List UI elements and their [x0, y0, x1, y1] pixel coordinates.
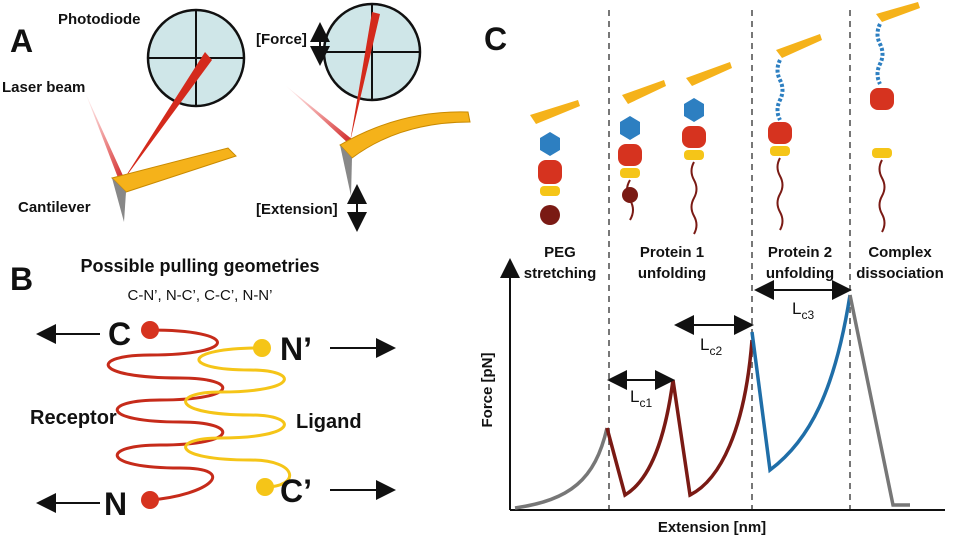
molecule	[768, 34, 822, 231]
reflected-beam	[350, 12, 380, 142]
y-axis-label: Force [pN]	[479, 352, 496, 427]
stage-labels: PEG stretching Protein 1 unfolding Protein 2…	[524, 244, 944, 282]
panel-letter: A	[10, 23, 33, 59]
stage-label: stretching	[524, 265, 597, 282]
contour-length: Lc2	[700, 335, 722, 358]
stage-label: dissociation	[856, 265, 944, 282]
stage-label: unfolding	[766, 265, 834, 282]
label: Laser beam	[2, 79, 85, 96]
symbol: L	[792, 299, 801, 318]
label: Photodiode	[58, 11, 141, 28]
subscript: c1	[639, 396, 652, 410]
symbol: L	[630, 387, 639, 406]
subscript: c3	[801, 308, 814, 322]
stage-label: PEG	[544, 244, 576, 261]
laser-beam	[85, 92, 125, 183]
curve	[848, 294, 910, 507]
reflected-beam	[122, 52, 212, 182]
stage-label: Complex	[868, 244, 932, 261]
curve	[514, 427, 609, 510]
curve	[750, 294, 852, 474]
terminus	[256, 478, 274, 496]
terminus	[141, 321, 159, 339]
terminus-label: N	[104, 486, 127, 522]
label: Cantilever	[18, 199, 91, 216]
cantilever	[339, 111, 471, 159]
terminus	[141, 491, 159, 509]
panel-a: A Photodiode Laser beam Cantilever [Forc…	[2, 2, 471, 232]
panel-b: B Possible pulling geometries C-N’, N-C’…	[10, 256, 396, 522]
stage-label: Protein 2	[768, 244, 832, 261]
tip	[112, 178, 126, 222]
receptor-label: Receptor	[30, 407, 117, 429]
terminus-label: C	[108, 316, 131, 352]
contour-length: Lc3	[792, 299, 814, 322]
molecule	[618, 62, 732, 235]
tip	[340, 145, 352, 196]
symbol: L	[700, 335, 709, 354]
molecule	[870, 2, 920, 233]
panel-letter: C	[484, 21, 507, 57]
molecule	[530, 100, 580, 225]
label: [Force]	[256, 31, 307, 48]
geometries: C-N’, N-C’, C-C’, N-N’	[128, 287, 273, 304]
subscript: c2	[709, 344, 722, 358]
x-axis-label: Extension [nm]	[658, 519, 766, 536]
receptor-chain	[106, 328, 225, 502]
terminus-label: N’	[280, 331, 312, 367]
terminus-label: C’	[280, 473, 312, 509]
ligand-label: Ligand	[296, 411, 362, 433]
contour-length: Lc1	[630, 387, 652, 410]
label: [Extension]	[256, 201, 338, 218]
laser-beam	[285, 85, 353, 144]
panel-letter: B	[10, 261, 33, 297]
title: Possible pulling geometries	[80, 256, 319, 276]
stage-label: Protein 1	[640, 244, 704, 261]
cantilever	[111, 147, 237, 193]
ligand-chain	[184, 346, 292, 489]
curve	[605, 339, 754, 498]
terminus	[253, 339, 271, 357]
stage-label: unfolding	[638, 265, 706, 282]
